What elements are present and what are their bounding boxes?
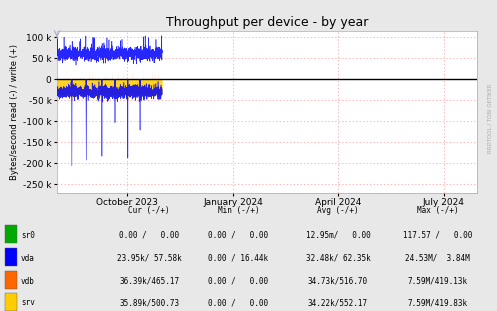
- Text: vda: vda: [21, 253, 35, 262]
- Y-axis label: Bytes/second read (-) / write (+): Bytes/second read (-) / write (+): [10, 44, 19, 180]
- Title: Throughput per device - by year: Throughput per device - by year: [166, 16, 368, 29]
- FancyBboxPatch shape: [5, 271, 17, 289]
- Text: 7.59M/419.13k: 7.59M/419.13k: [408, 276, 467, 285]
- Text: vdb: vdb: [21, 276, 35, 285]
- FancyBboxPatch shape: [5, 293, 17, 311]
- Text: Avg (-/+): Avg (-/+): [317, 207, 359, 216]
- Text: srv: srv: [21, 299, 35, 308]
- FancyBboxPatch shape: [5, 248, 17, 266]
- FancyBboxPatch shape: [5, 225, 17, 243]
- Text: 23.95k/ 57.58k: 23.95k/ 57.58k: [117, 253, 181, 262]
- Text: 0.00 /   0.00: 0.00 / 0.00: [209, 230, 268, 239]
- Text: RRDTOOL / TOBI OETIKER: RRDTOOL / TOBI OETIKER: [487, 83, 492, 153]
- Text: 36.39k/465.17: 36.39k/465.17: [119, 276, 179, 285]
- Text: 0.00 / 16.44k: 0.00 / 16.44k: [209, 253, 268, 262]
- Text: 0.00 /   0.00: 0.00 / 0.00: [119, 230, 179, 239]
- Text: 24.53M/  3.84M: 24.53M/ 3.84M: [405, 253, 470, 262]
- Text: Cur (-/+): Cur (-/+): [128, 207, 170, 216]
- Text: 7.59M/419.83k: 7.59M/419.83k: [408, 299, 467, 308]
- Text: 34.73k/516.70: 34.73k/516.70: [308, 276, 368, 285]
- Text: Min (-/+): Min (-/+): [218, 207, 259, 216]
- Text: 0.00 /   0.00: 0.00 / 0.00: [209, 299, 268, 308]
- Text: Max (-/+): Max (-/+): [416, 207, 458, 216]
- Text: 12.95m/   0.00: 12.95m/ 0.00: [306, 230, 370, 239]
- Text: 117.57 /   0.00: 117.57 / 0.00: [403, 230, 472, 239]
- Text: 35.89k/500.73: 35.89k/500.73: [119, 299, 179, 308]
- Text: 34.22k/552.17: 34.22k/552.17: [308, 299, 368, 308]
- Text: 32.48k/ 62.35k: 32.48k/ 62.35k: [306, 253, 370, 262]
- Text: 0.00 /   0.00: 0.00 / 0.00: [209, 276, 268, 285]
- Text: sr0: sr0: [21, 230, 35, 239]
